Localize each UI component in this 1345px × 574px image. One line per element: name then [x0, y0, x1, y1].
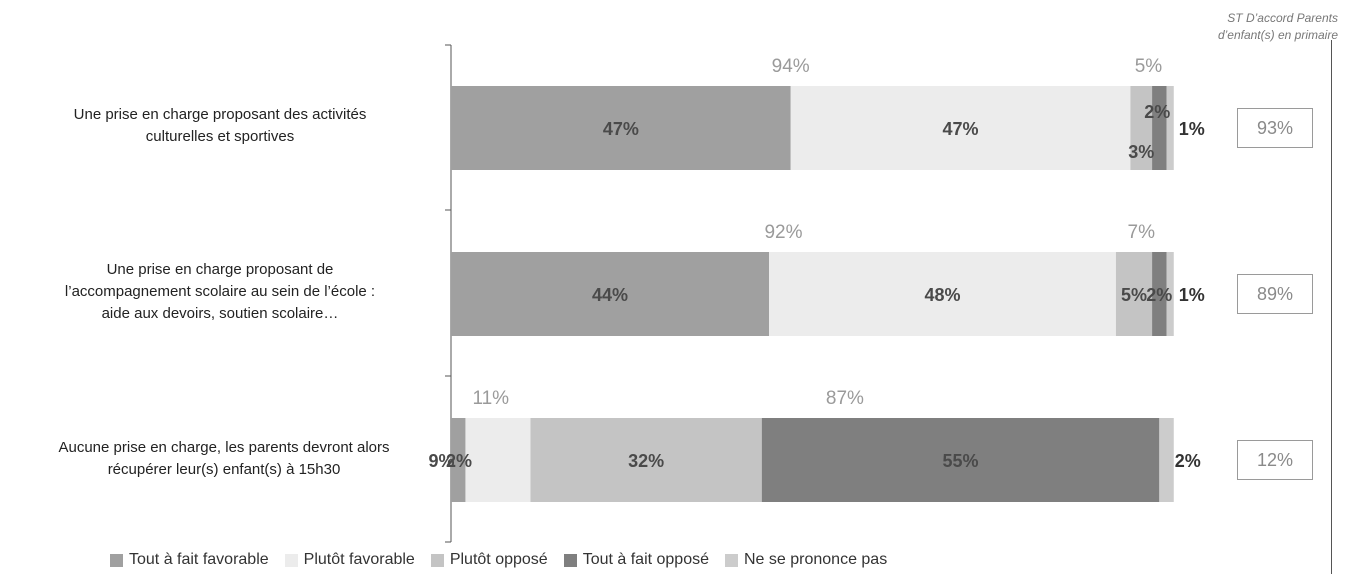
data-label: 2%: [1175, 451, 1201, 471]
data-label: 32%: [628, 451, 664, 471]
bar-segment: [1166, 252, 1174, 336]
side-value-box: 89%: [1237, 274, 1313, 314]
total-label: 7%: [1128, 222, 1156, 243]
bar-segment: [790, 86, 1131, 170]
legend-swatch: [725, 553, 738, 567]
data-label: 1%: [1179, 119, 1205, 139]
legend-label: Plutôt opposé: [449, 551, 548, 568]
total-label: 5%: [1135, 56, 1163, 77]
side-value-box: 93%: [1237, 108, 1313, 148]
bar-segment: [1152, 252, 1167, 336]
bar-segment: [1166, 86, 1174, 170]
data-label: 47%: [603, 119, 639, 139]
data-label: 48%: [924, 285, 960, 305]
legend-item: Plutôt favorable: [284, 551, 415, 569]
side-value-box: 12%: [1237, 440, 1313, 480]
legend-swatch: [563, 553, 577, 567]
bar-segment: [1115, 252, 1153, 336]
legend-swatch: [430, 553, 444, 567]
data-label: 44%: [592, 285, 628, 305]
total-label: 11%: [472, 388, 509, 409]
legend-label: Tout à fait favorable: [129, 551, 269, 568]
legend-item: Ne se prononce pas: [725, 551, 887, 569]
bar-segment: [451, 252, 770, 336]
data-label: 5%: [1121, 285, 1147, 305]
bar-segment: [769, 252, 1116, 336]
legend-item: Tout à fait favorable: [110, 551, 269, 569]
bar-segment: [451, 418, 466, 502]
legend-swatch: [110, 553, 123, 567]
category-label: Aucune prise en charge, les parents devr…: [58, 439, 390, 478]
side-column-header: ST D’accord Parents d’enfant(s) en prima…: [1217, 11, 1338, 42]
bar-segment: [1152, 86, 1167, 170]
legend-label: Plutôt favorable: [303, 551, 415, 568]
data-label: 55%: [943, 451, 979, 471]
bar-segment: [1159, 418, 1174, 502]
data-label: 9%: [428, 451, 454, 471]
bar-segment: [530, 418, 762, 502]
category-label: Une prise en charge proposant de l’accom…: [64, 261, 376, 322]
data-label: 2%: [1144, 102, 1170, 122]
bar-segment: [451, 86, 791, 170]
total-label: 92%: [764, 222, 802, 243]
right-border: [1331, 40, 1332, 574]
data-label: 2%: [446, 451, 472, 471]
chart-legend: Tout à fait favorable Plutôt favorable Plu…: [110, 551, 887, 569]
data-label: 2%: [1146, 285, 1172, 305]
bar-segment: [465, 418, 531, 502]
bar-segment: [761, 418, 1160, 502]
legend-swatch: [284, 553, 298, 567]
legend-item: Plutôt opposé: [430, 551, 548, 569]
data-label: 47%: [943, 119, 979, 139]
total-label: 87%: [826, 388, 864, 409]
total-label: 94%: [772, 56, 810, 77]
bar-segment: [1130, 86, 1153, 170]
category-label: Une prise en charge proposant des activi…: [73, 106, 367, 145]
data-label: 3%: [1128, 142, 1154, 162]
data-label: 1%: [1179, 285, 1205, 305]
legend-label: Tout à fait opposé: [582, 551, 709, 568]
legend-label: Ne se prononce pas: [744, 551, 888, 568]
legend-item: Tout à fait opposé: [563, 551, 709, 569]
